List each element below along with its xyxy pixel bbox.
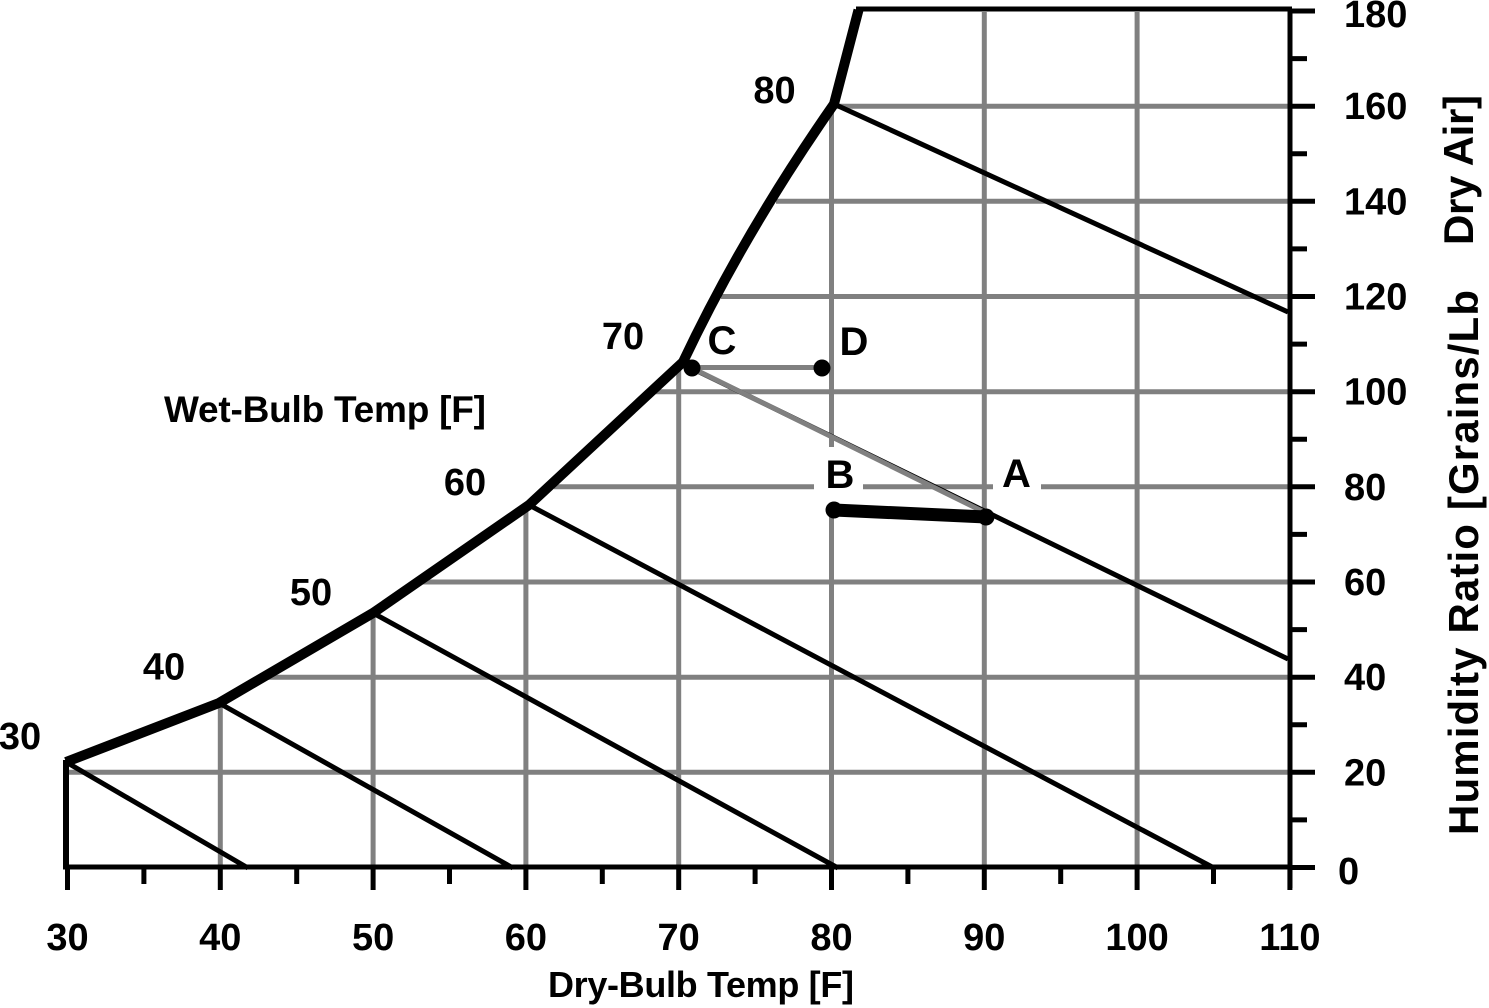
- svg-text:Wet-Bulb Temp [F]: Wet-Bulb Temp [F]: [164, 389, 486, 430]
- svg-text:90: 90: [963, 917, 1005, 959]
- svg-text:120: 120: [1344, 277, 1407, 319]
- svg-text:Humidity Ratio [Grains/Lb: Humidity Ratio [Grains/Lb: [1440, 290, 1487, 835]
- svg-text:20: 20: [1344, 752, 1386, 794]
- svg-text:180: 180: [1344, 0, 1407, 36]
- svg-text:Dry Air]: Dry Air]: [1435, 95, 1482, 245]
- svg-text:B: B: [826, 453, 855, 497]
- svg-text:160: 160: [1344, 86, 1407, 128]
- svg-text:80: 80: [1344, 467, 1386, 509]
- svg-text:0: 0: [1338, 851, 1359, 893]
- svg-text:40: 40: [1344, 657, 1386, 699]
- svg-text:140: 140: [1344, 181, 1407, 223]
- svg-text:Dry-Bulb Temp [F]: Dry-Bulb Temp [F]: [548, 964, 854, 1005]
- svg-text:40: 40: [199, 917, 241, 959]
- svg-text:40: 40: [143, 647, 185, 689]
- svg-text:60: 60: [1344, 562, 1386, 604]
- svg-text:50: 50: [352, 917, 394, 959]
- svg-text:60: 60: [505, 917, 547, 959]
- svg-text:80: 80: [810, 917, 852, 959]
- svg-text:100: 100: [1344, 372, 1407, 414]
- svg-text:D: D: [840, 320, 869, 364]
- svg-text:80: 80: [753, 70, 795, 112]
- svg-text:110: 110: [1259, 917, 1320, 959]
- svg-text:30: 30: [0, 716, 41, 758]
- svg-text:C: C: [708, 319, 737, 363]
- svg-text:A: A: [1002, 452, 1031, 496]
- svg-text:60: 60: [444, 462, 486, 504]
- svg-text:30: 30: [46, 917, 88, 959]
- svg-text:100: 100: [1105, 917, 1168, 959]
- svg-text:70: 70: [658, 917, 700, 959]
- svg-text:50: 50: [290, 572, 332, 614]
- svg-text:70: 70: [602, 316, 644, 358]
